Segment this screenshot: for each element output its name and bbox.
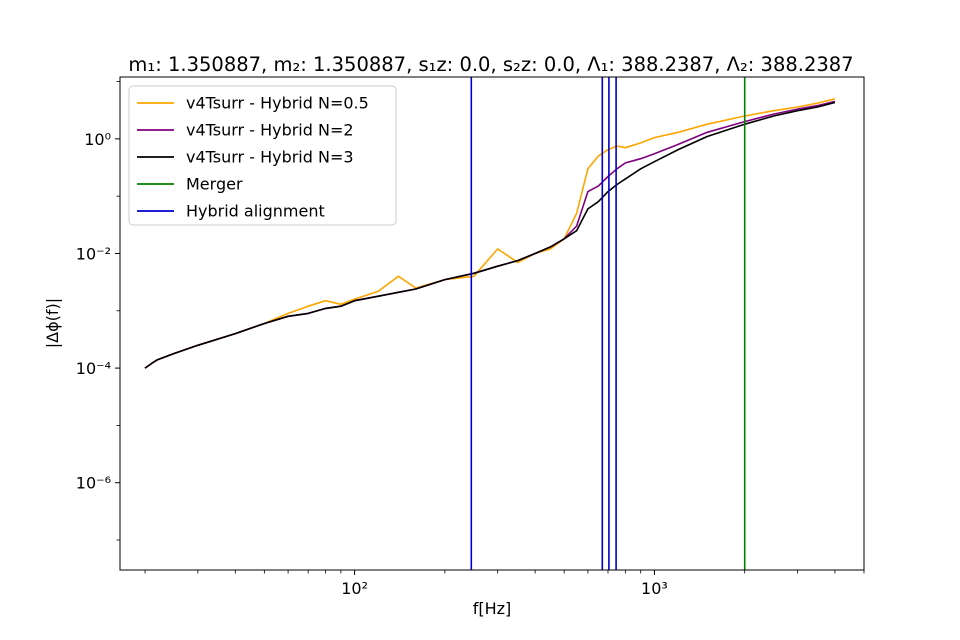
plot-area [119,76,865,571]
legend: v4Tsurr - Hybrid N=0.5 v4Tsurr - Hybrid N… [128,85,397,226]
legend-label: Hybrid alignment [186,202,325,221]
series-line-2 [144,101,836,369]
legend-label: v4Tsurr - Hybrid N=2 [186,121,354,140]
x-tick-label: 10³ [641,579,668,598]
x-axis: 10² 10³ [144,570,865,598]
y-tick-label: 10⁻² [76,244,111,263]
x-axis-label: f[Hz] [473,599,512,618]
legend-label: v4Tsurr - Hybrid N=0.5 [186,94,369,113]
plot-frame [119,76,865,571]
y-tick-label: 10⁻⁴ [76,359,111,378]
y-axis-label: |Δϕ(f)| [43,298,62,348]
chart-title: m₁: 1.350887, m₂: 1.350887, s₁z: 0.0, s₂… [128,53,853,76]
y-tick-label: 10⁰ [84,130,111,149]
y-tick-label: 10⁻⁶ [76,474,111,493]
legend-box [128,85,397,226]
x-tick-label: 10² [341,579,368,598]
y-axis: 10⁻⁶ 10⁻⁴ 10⁻² 10⁰ [76,81,120,541]
legend-label: v4Tsurr - Hybrid N=3 [186,148,354,167]
legend-label: Merger [186,175,243,194]
